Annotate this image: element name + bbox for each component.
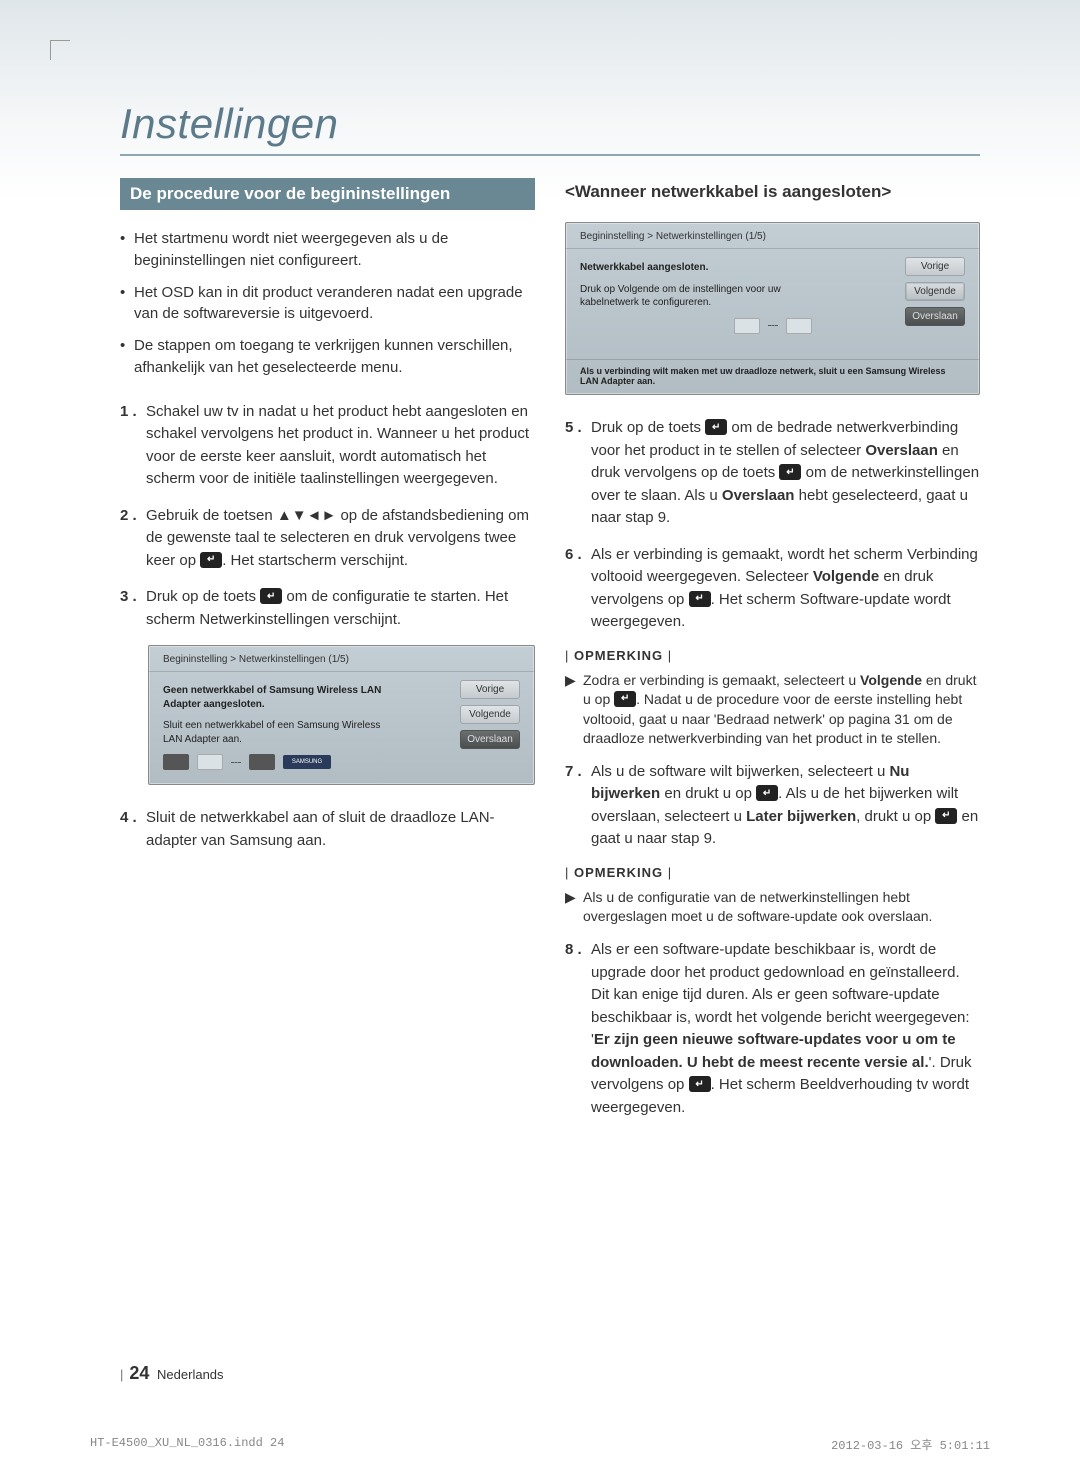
note-item: ▶ Als u de configuratie van de netwerkin… — [565, 888, 980, 927]
step-num: 6 . — [565, 544, 591, 634]
shot-breadcrumb: Begininstelling > Netwerkinstellingen (1… — [566, 223, 979, 249]
device-icon — [249, 754, 275, 770]
page-title: Instellingen — [120, 100, 980, 148]
step-2: 2 . Gebruik de toetsen ▲▼◄► op de afstan… — [120, 505, 535, 573]
step-num: 2 . — [120, 505, 146, 573]
print-timestamp: 2012-03-16 오후 5:01:11 — [831, 1436, 990, 1453]
bullet-list: Het startmenu wordt niet weergegeven als… — [120, 228, 535, 379]
step-8: 8 . Als er een software-update beschikba… — [565, 939, 980, 1119]
shot-msg: Druk op Volgende om de instellingen voor… — [580, 283, 819, 310]
step-num: 8 . — [565, 939, 591, 1119]
samsung-logo: SAMSUNG — [283, 755, 331, 769]
bullet-item: Het OSD kan in dit product veranderen na… — [134, 282, 535, 326]
print-file: HT-E4500_XU_NL_0316.indd 24 — [90, 1436, 284, 1453]
step-5: 5 . Druk op de toets om de bedrade netwe… — [565, 417, 980, 530]
step-3: 3 . Druk op de toets om de configuratie … — [120, 586, 535, 631]
next-button[interactable]: Volgende — [905, 282, 965, 301]
step-6: 6 . Als er verbinding is gemaakt, wordt … — [565, 544, 980, 634]
prev-button[interactable]: Vorige — [460, 680, 520, 699]
enter-icon — [689, 591, 711, 607]
note-label: OPMERKING — [565, 648, 980, 663]
triangle-icon: ▶ — [565, 671, 583, 749]
step-text: Druk op de toets om de bedrade netwerkve… — [591, 417, 980, 530]
shot-msg: Netwerkkabel aangesloten. — [580, 261, 819, 275]
step-text: Schakel uw tv in nadat u het product heb… — [146, 401, 535, 491]
next-button[interactable]: Volgende — [460, 705, 520, 724]
step-num: 1 . — [120, 401, 146, 491]
enter-icon — [779, 464, 801, 480]
shot-body: Geen netwerkkabel of Samsung Wireless LA… — [149, 672, 534, 784]
step-num: 4 . — [120, 807, 146, 852]
enter-icon — [756, 785, 778, 801]
enter-icon — [689, 1076, 711, 1092]
step-num: 3 . — [120, 586, 146, 631]
left-column: De procedure voor de begininstellingen H… — [120, 178, 535, 1133]
page-content: Instellingen De procedure voor de begini… — [120, 100, 980, 1133]
note-text: Als u de configuratie van de netwerkinst… — [583, 888, 980, 927]
note-item: ▶ Zodra er verbinding is gemaakt, select… — [565, 671, 980, 749]
enter-icon — [935, 808, 957, 824]
shot-buttons: Vorige Volgende Overslaan — [905, 257, 965, 326]
shot-buttons: Vorige Volgende Overslaan — [460, 680, 520, 749]
prev-button[interactable]: Vorige — [905, 257, 965, 276]
enter-icon — [614, 691, 636, 707]
note-label: OPMERKING — [565, 865, 980, 880]
bullet-item: Het startmenu wordt niet weergegeven als… — [134, 228, 535, 272]
device-icon — [163, 754, 189, 770]
crop-mark — [50, 40, 70, 60]
note-text: Zodra er verbinding is gemaakt, selectee… — [583, 671, 980, 749]
dash-icon — [768, 325, 778, 326]
columns: De procedure voor de begininstellingen H… — [120, 178, 980, 1133]
print-meta: HT-E4500_XU_NL_0316.indd 24 2012-03-16 오… — [90, 1436, 990, 1453]
shot-msg: Geen netwerkkabel of Samsung Wireless LA… — [163, 684, 384, 711]
footer-lang: Nederlands — [157, 1367, 224, 1382]
shot-breadcrumb: Begininstelling > Netwerkinstellingen (1… — [149, 646, 534, 672]
screenshot-network-1: Begininstelling > Netwerkinstellingen (1… — [148, 645, 535, 785]
step-text: Sluit de netwerkkabel aan of sluit de dr… — [146, 807, 535, 852]
enter-icon — [260, 588, 282, 604]
bullet-item: De stappen om toegang te verkrijgen kunn… — [134, 335, 535, 379]
step-4: 4 . Sluit de netwerkkabel aan of sluit d… — [120, 807, 535, 852]
right-column: <Wanneer netwerkkabel is aangesloten> Be… — [565, 178, 980, 1133]
page-number: 24 — [129, 1363, 149, 1383]
enter-icon — [705, 419, 727, 435]
sub-heading: <Wanneer netwerkkabel is aangesloten> — [565, 182, 980, 202]
step-num: 7 . — [565, 761, 591, 851]
triangle-icon: ▶ — [565, 888, 583, 927]
device-icon — [197, 754, 223, 770]
device-icon — [734, 318, 760, 334]
shot-footnote: Als u verbinding wilt maken met uw draad… — [566, 359, 979, 394]
step-1: 1 . Schakel uw tv in nadat u het product… — [120, 401, 535, 491]
shot-msg: Sluit een netwerkkabel of een Samsung Wi… — [163, 719, 384, 746]
step-text: Als u de software wilt bijwerken, select… — [591, 761, 980, 851]
shot-body: Netwerkkabel aangesloten. Druk op Volgen… — [566, 249, 979, 359]
device-icon — [786, 318, 812, 334]
step-text: Als er verbinding is gemaakt, wordt het … — [591, 544, 980, 634]
dash-icon — [231, 762, 241, 763]
step-7: 7 . Als u de software wilt bijwerken, se… — [565, 761, 980, 851]
step-text: Gebruik de toetsen ▲▼◄► op de afstandsbe… — [146, 505, 535, 573]
enter-icon — [200, 552, 222, 568]
page-footer: |24 Nederlands — [120, 1363, 224, 1384]
section-heading: De procedure voor de begininstellingen — [120, 178, 535, 210]
skip-button[interactable]: Overslaan — [905, 307, 965, 326]
skip-button[interactable]: Overslaan — [460, 730, 520, 749]
device-diagram: SAMSUNG — [163, 754, 520, 770]
step-text: Druk op de toets om de configuratie te s… — [146, 586, 535, 631]
step-text: Als er een software-update beschikbaar i… — [591, 939, 980, 1119]
screenshot-network-2: Begininstelling > Netwerkinstellingen (1… — [565, 222, 980, 395]
step-num: 5 . — [565, 417, 591, 530]
title-rule — [120, 154, 980, 156]
